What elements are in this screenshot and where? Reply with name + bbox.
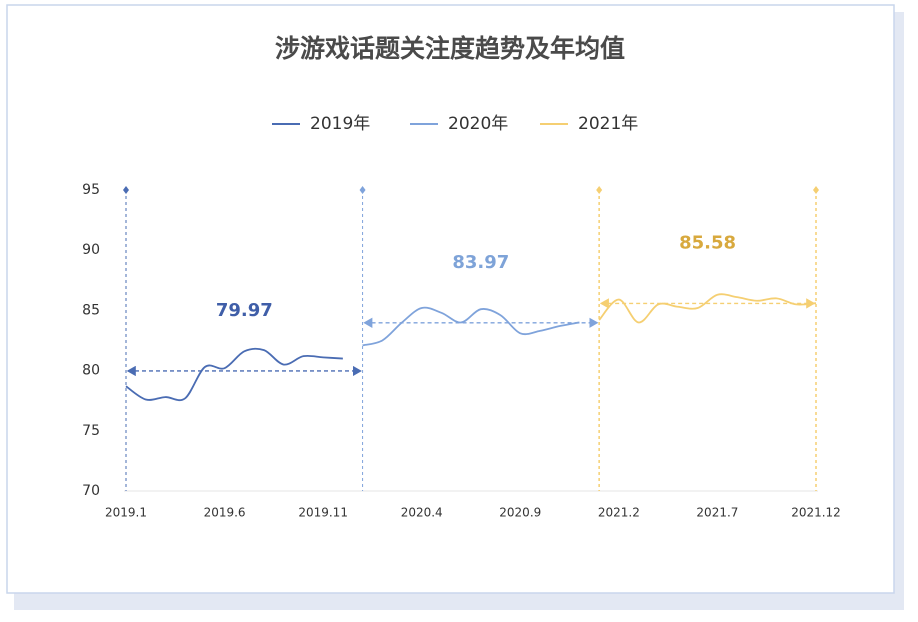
average-label: 79.97: [216, 300, 273, 321]
y-tick-label: 90: [82, 242, 100, 258]
series-line: [125, 347, 343, 402]
y-tick-label: 70: [82, 483, 100, 499]
average-label: 83.97: [452, 252, 509, 273]
y-tick-label: 80: [82, 363, 100, 379]
divider-marker: [123, 186, 129, 194]
legend-label: 2020年: [448, 114, 508, 134]
x-tick-label: 2021.7: [696, 506, 738, 520]
x-tick-label: 2019.11: [298, 506, 348, 520]
divider-marker: [596, 186, 603, 194]
legend-label: 2021年: [578, 114, 638, 134]
x-tick-label: 2021.2: [598, 506, 640, 520]
chart-title: 涉游戏话题关注度趋势及年均值: [275, 34, 625, 63]
divider-marker: [813, 186, 819, 194]
y-tick-label: 85: [82, 302, 100, 318]
x-tick-label: 2021.12: [791, 506, 841, 520]
divider-marker: [359, 186, 366, 194]
x-tick-label: 2019.1: [105, 506, 147, 520]
x-tick-label: 2019.6: [204, 506, 246, 520]
legend-label: 2019年: [310, 114, 370, 134]
y-tick-label: 95: [82, 182, 100, 198]
average-label: 85.58: [679, 232, 736, 253]
y-tick-label: 75: [82, 423, 100, 439]
x-tick-label: 2020.9: [499, 506, 541, 520]
x-tick-label: 2020.4: [401, 506, 443, 520]
